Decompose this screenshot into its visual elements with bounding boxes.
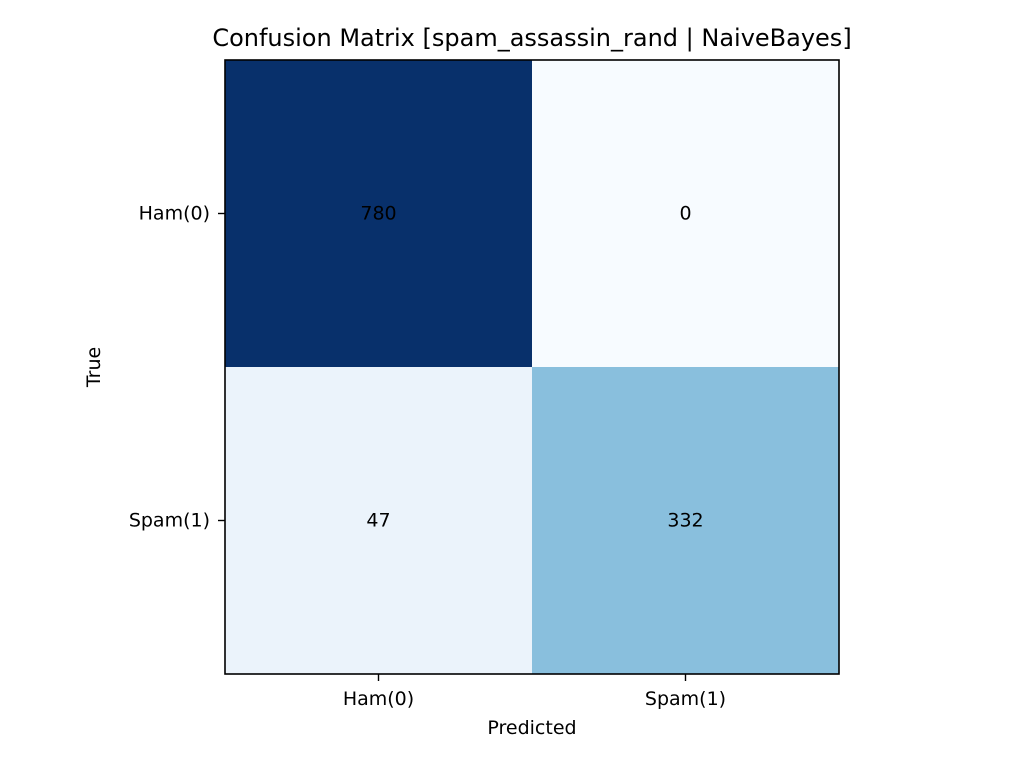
heatmap-cell-r0-c1: [532, 60, 840, 368]
y-axis-label: True: [83, 347, 105, 388]
y-tick-label-1: Spam(1): [129, 510, 210, 532]
heatmap-cell-r1-c1: [532, 367, 840, 675]
y-tick-label-0: Ham(0): [139, 203, 210, 225]
heatmap-cells: [225, 60, 840, 675]
cell-value-r1-c0: 47: [366, 510, 390, 532]
cell-value-r0-c1: 0: [679, 203, 691, 225]
cell-value-labels: 780 0 47 332: [360, 203, 703, 532]
x-tick-label-0: Ham(0): [343, 688, 414, 710]
x-axis: Ham(0) Spam(1): [343, 674, 726, 710]
chart-title: Confusion Matrix [spam_assassin_rand | N…: [212, 24, 851, 52]
x-tick-label-1: Spam(1): [645, 688, 726, 710]
x-axis-label: Predicted: [487, 717, 576, 739]
heatmap-cell-r0-c0: [225, 60, 533, 368]
cell-value-r1-c1: 332: [667, 510, 703, 532]
heatmap-cell-r1-c0: [225, 367, 533, 675]
y-axis: Ham(0) Spam(1): [129, 203, 225, 532]
cell-value-r0-c0: 780: [360, 203, 396, 225]
plot-frame: [224, 59, 840, 675]
